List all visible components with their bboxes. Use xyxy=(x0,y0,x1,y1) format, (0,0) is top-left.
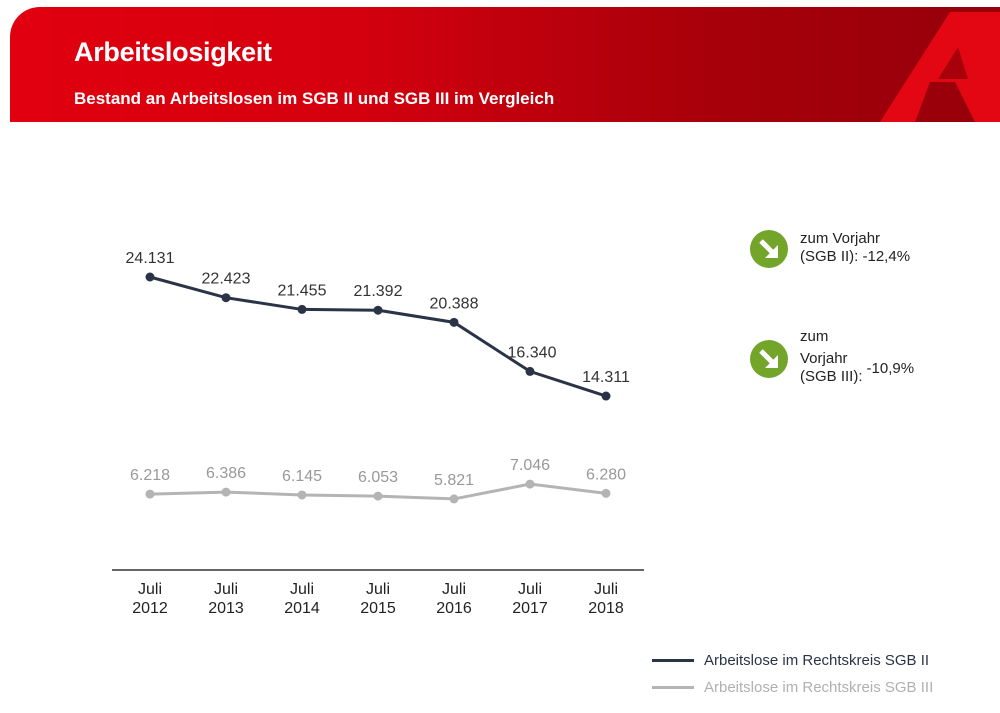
data-point-sgb3 xyxy=(297,490,307,500)
data-label-sgb3: 6.218 xyxy=(130,467,170,484)
data-label-sgb3: 6.386 xyxy=(206,465,246,482)
legend-swatch-sgb3 xyxy=(652,686,694,689)
x-tick-label-month: Juli xyxy=(442,581,466,598)
x-tick-label-month: Juli xyxy=(366,581,390,598)
data-point-sgb3 xyxy=(373,491,383,501)
x-tick-label-month: Juli xyxy=(214,581,238,598)
data-label-sgb2: 21.455 xyxy=(278,282,327,299)
callout-sgb2-line2: (SGB II): -12,4% xyxy=(800,248,911,265)
arrow-down-right-icon xyxy=(750,340,788,378)
data-label-sgb3: 6.280 xyxy=(586,466,626,483)
legend-item-sgb2: Arbeitslose im Rechtskreis SGB II xyxy=(652,652,929,669)
data-label-sgb3: 7.046 xyxy=(510,457,550,474)
legend-label-sgb3: Arbeitslose im Rechtskreis SGB III xyxy=(704,679,934,696)
data-point-sgb2 xyxy=(221,293,231,303)
x-tick-label-month: Juli xyxy=(518,581,542,598)
legend-label-sgb2: Arbeitslose im Rechtskreis SGB II xyxy=(704,652,930,669)
x-tick-label-month: Juli xyxy=(594,581,618,598)
data-label-sgb2: 14.311 xyxy=(582,369,630,386)
data-point-sgb3 xyxy=(525,479,535,489)
x-tick-label-year: 2015 xyxy=(360,600,396,617)
data-point-sgb2 xyxy=(297,304,307,314)
x-tick-label-month: Juli xyxy=(290,581,314,598)
x-tick-label-month: Juli xyxy=(138,581,162,598)
x-tick-label-year: 2018 xyxy=(588,600,624,617)
data-point-sgb3 xyxy=(601,488,611,498)
x-tick-label-year: 2014 xyxy=(284,600,320,617)
callout-sgb3-line3: (SGB III): xyxy=(800,368,863,385)
callout-sgb2-change: zum Vorjahr (SGB II): -12,4% xyxy=(750,230,910,268)
data-label-sgb2: 16.340 xyxy=(508,344,557,361)
data-label-sgb2: 24.131 xyxy=(126,250,175,267)
callout-sgb2-line1: zum Vorjahr xyxy=(800,230,881,247)
data-point-sgb2 xyxy=(525,366,535,376)
data-label-sgb3: 5.821 xyxy=(434,472,474,489)
data-label-sgb2: 22.423 xyxy=(202,271,251,288)
header-banner: Arbeitslosigkeit Bestand an Arbeitslosen… xyxy=(10,7,1000,122)
data-point-sgb3 xyxy=(145,489,155,499)
callout-sgb3-line1: zum xyxy=(800,328,829,345)
data-label-sgb2: 20.388 xyxy=(430,295,479,312)
callout-sgb3-change: zum Vorjahr (SGB III): -10,9% xyxy=(750,328,914,386)
data-point-sgb2 xyxy=(373,305,383,315)
agency-logo-icon xyxy=(880,12,1000,122)
data-label-sgb3: 6.145 xyxy=(282,468,322,485)
data-point-sgb3 xyxy=(449,494,459,504)
data-point-sgb3 xyxy=(221,487,231,497)
data-label-sgb2: 21.392 xyxy=(354,283,403,300)
callout-sgb3-value: -10,9% xyxy=(866,360,915,377)
arrow-down-right-icon xyxy=(750,230,788,268)
page-title: Arbeitslosigkeit xyxy=(74,37,272,67)
data-point-sgb2 xyxy=(601,391,611,401)
legend-swatch-sgb2 xyxy=(652,659,694,662)
callout-sgb3-line2: Vorjahr xyxy=(800,350,848,367)
page-subtitle: Bestand an Arbeitslosen im SGB II und SG… xyxy=(74,89,555,108)
legend-item-sgb3: Arbeitslose im Rechtskreis SGB III xyxy=(652,679,933,696)
data-point-sgb2 xyxy=(145,272,155,282)
x-tick-label-year: 2013 xyxy=(208,600,244,617)
x-tick-label-year: 2016 xyxy=(436,600,472,617)
data-label-sgb3: 6.053 xyxy=(358,469,398,486)
data-point-sgb2 xyxy=(449,317,459,327)
x-tick-label-year: 2012 xyxy=(132,600,168,617)
x-tick-label-year: 2017 xyxy=(512,600,548,617)
